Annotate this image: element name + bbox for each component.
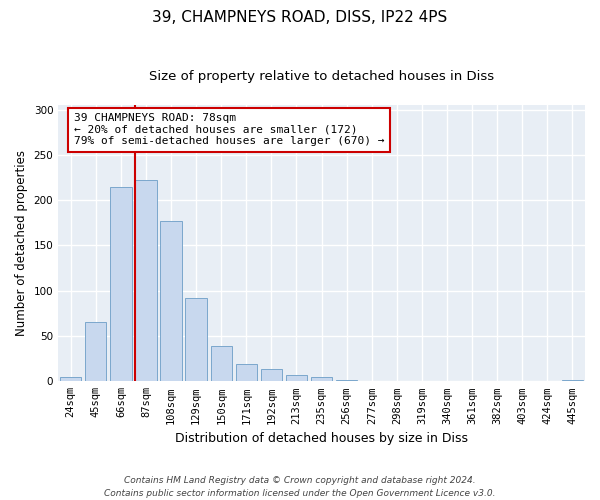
Bar xyxy=(160,221,182,382)
Bar xyxy=(336,380,358,382)
Y-axis label: Number of detached properties: Number of detached properties xyxy=(15,150,28,336)
Bar xyxy=(286,375,307,382)
Bar xyxy=(311,377,332,382)
Bar xyxy=(136,180,157,382)
Title: Size of property relative to detached houses in Diss: Size of property relative to detached ho… xyxy=(149,70,494,83)
Text: 39, CHAMPNEYS ROAD, DISS, IP22 4PS: 39, CHAMPNEYS ROAD, DISS, IP22 4PS xyxy=(152,10,448,25)
Bar xyxy=(110,186,131,382)
X-axis label: Distribution of detached houses by size in Diss: Distribution of detached houses by size … xyxy=(175,432,468,445)
Bar xyxy=(236,364,257,382)
Text: Contains HM Land Registry data © Crown copyright and database right 2024.
Contai: Contains HM Land Registry data © Crown c… xyxy=(104,476,496,498)
Bar xyxy=(261,368,282,382)
Bar xyxy=(60,377,82,382)
Text: 39 CHAMPNEYS ROAD: 78sqm
← 20% of detached houses are smaller (172)
79% of semi-: 39 CHAMPNEYS ROAD: 78sqm ← 20% of detach… xyxy=(74,114,385,146)
Bar xyxy=(211,346,232,382)
Bar xyxy=(562,380,583,382)
Bar xyxy=(85,322,106,382)
Bar xyxy=(185,298,207,382)
